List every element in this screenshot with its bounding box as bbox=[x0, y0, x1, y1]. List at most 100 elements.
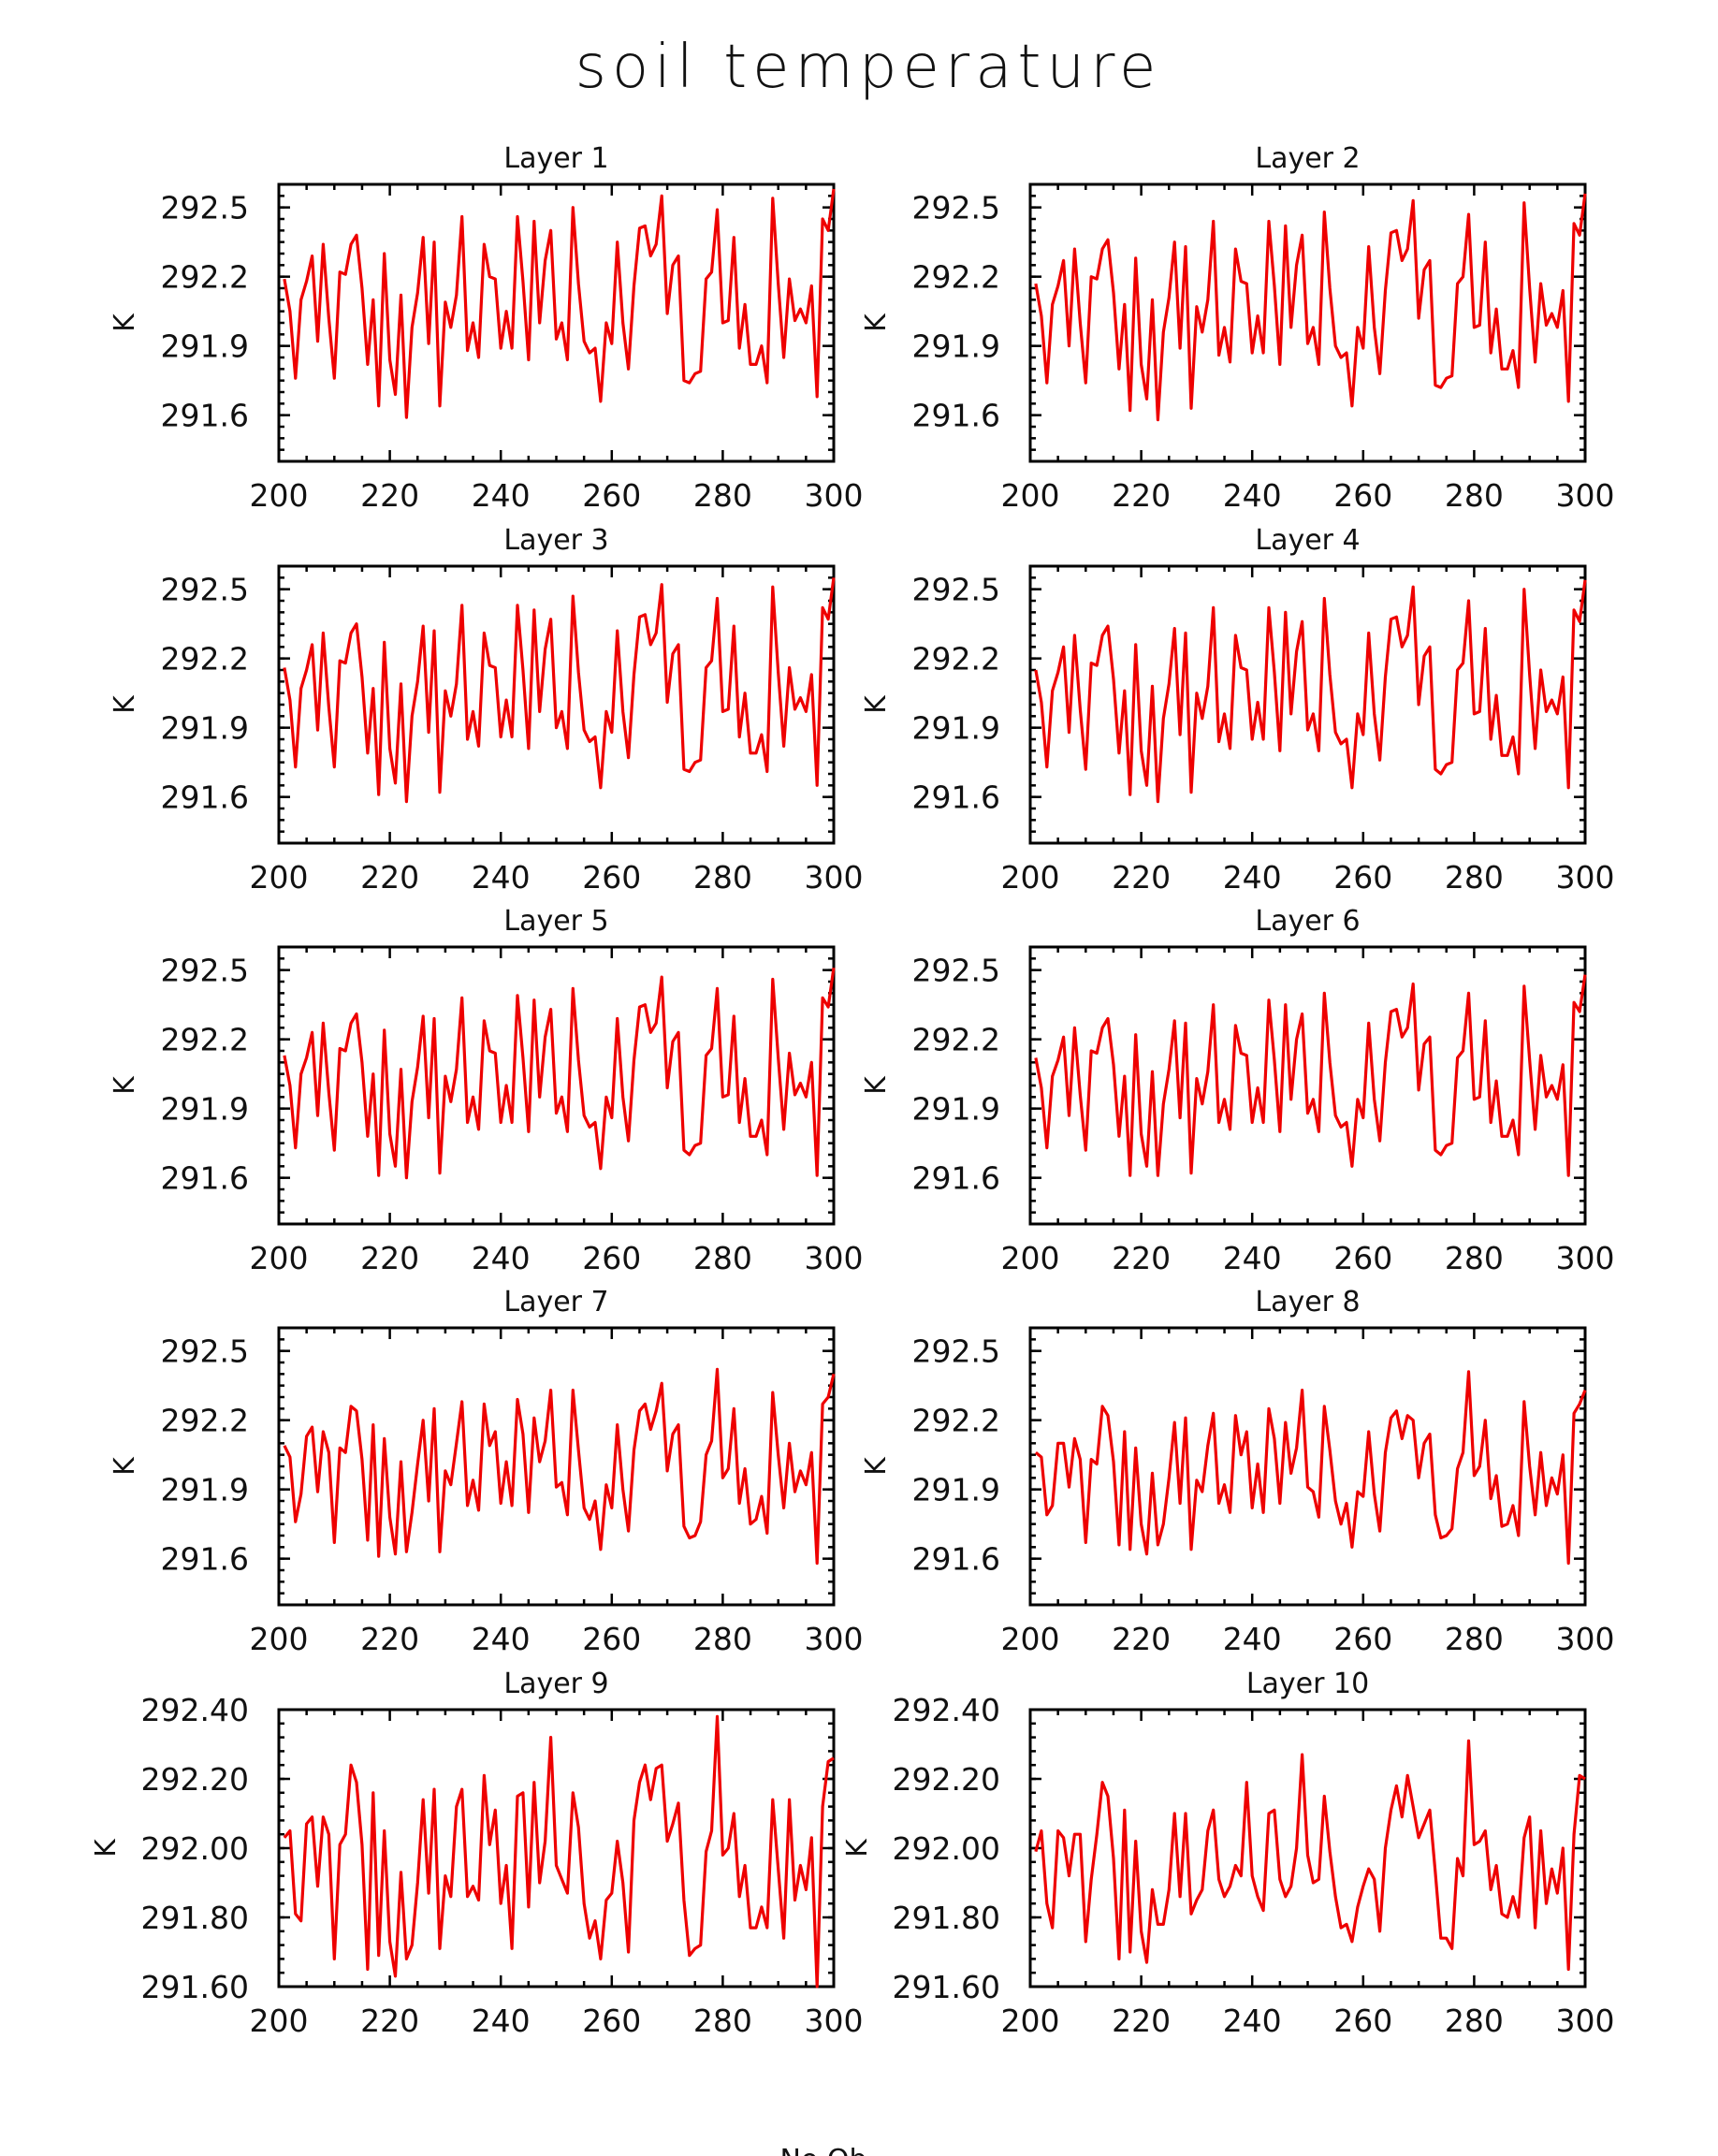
y-axis-label: K bbox=[109, 1075, 141, 1095]
y-tick-label: 291.9 bbox=[912, 1472, 1000, 1508]
x-tick-label: 280 bbox=[693, 2003, 752, 2039]
x-tick-label: 260 bbox=[1333, 1240, 1392, 1276]
series-line bbox=[283, 577, 836, 804]
y-axis-label: K bbox=[90, 1838, 123, 1857]
y-tick-label: 292.2 bbox=[161, 1403, 249, 1439]
x-tick-label: 220 bbox=[360, 859, 419, 896]
y-tick-label: 291.6 bbox=[161, 1541, 249, 1578]
x-tick-label: 280 bbox=[693, 477, 752, 514]
y-tick-label: 292.5 bbox=[912, 953, 1000, 989]
y-axis-label: K bbox=[860, 313, 893, 332]
y-tick-label: 292.00 bbox=[141, 1830, 249, 1867]
x-tick-label: 220 bbox=[360, 1621, 419, 1657]
panel-layer-1: Layer 1 200 220 240 260 280 300 291.6 291.9 292.2… bbox=[109, 142, 864, 514]
x-tick-label: 280 bbox=[1445, 859, 1504, 896]
x-tick-label: 260 bbox=[582, 859, 641, 896]
x-tick-label: 220 bbox=[360, 1240, 419, 1276]
y-tick-label: 292.5 bbox=[912, 572, 1000, 608]
x-tick-label: 300 bbox=[1556, 859, 1615, 896]
panel-layer-4: Layer 4 200 220 240 260 280 300 291.6 291.9 292.2… bbox=[860, 524, 1615, 896]
x-tick-label: 300 bbox=[1556, 2003, 1615, 2039]
panel-title: Layer 10 bbox=[1246, 1668, 1369, 1700]
x-tick-label: 240 bbox=[472, 859, 531, 896]
y-tick-label: 291.6 bbox=[912, 398, 1000, 434]
x-tick-label: 220 bbox=[1112, 859, 1171, 896]
y-tick-label: 291.9 bbox=[161, 328, 249, 365]
x-tick-label: 220 bbox=[1112, 1621, 1171, 1657]
x-tick-label: 200 bbox=[250, 477, 309, 514]
y-tick-label: 292.5 bbox=[161, 572, 249, 608]
y-tick-label: 291.80 bbox=[893, 1900, 1000, 1936]
x-tick-label: 240 bbox=[1223, 477, 1282, 514]
y-tick-label: 292.2 bbox=[912, 259, 1000, 296]
panel-title: Layer 3 bbox=[503, 524, 608, 557]
x-tick-label: 200 bbox=[250, 1240, 309, 1276]
x-tick-label: 280 bbox=[1445, 2003, 1504, 2039]
panel-title: Layer 7 bbox=[503, 1286, 608, 1318]
series-line bbox=[283, 967, 836, 1180]
x-tick-label: 240 bbox=[472, 2003, 531, 2039]
panel-title: Layer 1 bbox=[503, 142, 608, 175]
x-tick-label: 200 bbox=[250, 2003, 309, 2039]
y-tick-label: 292.40 bbox=[141, 1692, 249, 1728]
x-tick-label: 240 bbox=[1223, 2003, 1282, 2039]
x-tick-label: 240 bbox=[472, 1240, 531, 1276]
x-tick-label: 220 bbox=[1112, 1240, 1171, 1276]
x-tick-label: 260 bbox=[1333, 477, 1392, 514]
y-tick-label: 291.6 bbox=[912, 1541, 1000, 1578]
x-tick-label: 260 bbox=[1333, 2003, 1392, 2039]
footer-label: No Ob bbox=[780, 2144, 867, 2156]
panel-layer-7: Layer 7 200 220 240 260 280 300 291.6 291.9 292.2… bbox=[109, 1286, 864, 1657]
panel-title: Layer 2 bbox=[1255, 142, 1360, 175]
x-tick-label: 300 bbox=[805, 859, 864, 896]
panel-layer-2: Layer 2 200 220 240 260 280 300 291.6 291.9 292.2… bbox=[860, 142, 1615, 514]
y-tick-label: 292.5 bbox=[161, 190, 249, 226]
x-tick-label: 280 bbox=[693, 1621, 752, 1657]
panel-layer-5: Layer 5 200 220 240 260 280 300 291.6 291.9 292.2… bbox=[109, 905, 864, 1276]
y-tick-label: 291.6 bbox=[161, 779, 249, 816]
panel-title: Layer 6 bbox=[1255, 905, 1360, 938]
y-tick-label: 292.20 bbox=[893, 1761, 1000, 1798]
panel-title: Layer 8 bbox=[1255, 1286, 1360, 1318]
figure-title: soil temperature bbox=[575, 33, 1162, 102]
x-tick-label: 300 bbox=[805, 477, 864, 514]
y-axis-label: K bbox=[860, 1075, 893, 1095]
x-tick-label: 260 bbox=[1333, 859, 1392, 896]
y-tick-label: 292.5 bbox=[912, 190, 1000, 226]
y-tick-label: 291.9 bbox=[912, 710, 1000, 747]
y-tick-label: 292.2 bbox=[161, 641, 249, 677]
series-line bbox=[283, 1714, 835, 1988]
series-line bbox=[283, 1367, 836, 1566]
y-tick-label: 292.2 bbox=[912, 641, 1000, 677]
x-tick-label: 200 bbox=[1001, 1621, 1060, 1657]
panel-title: Layer 9 bbox=[503, 1668, 608, 1700]
panel-layer-9: Layer 9 200 220 240 260 280 300 291.60 291.80 292… bbox=[90, 1668, 864, 2039]
y-tick-label: 292.5 bbox=[161, 953, 249, 989]
x-tick-label: 300 bbox=[805, 2003, 864, 2039]
y-tick-label: 292.40 bbox=[893, 1692, 1000, 1728]
x-tick-label: 300 bbox=[1556, 1621, 1615, 1657]
series-line bbox=[1034, 193, 1587, 422]
y-tick-label: 292.2 bbox=[161, 1022, 249, 1058]
y-tick-label: 291.6 bbox=[912, 1160, 1000, 1197]
x-tick-label: 300 bbox=[1556, 1240, 1615, 1276]
x-tick-label: 240 bbox=[472, 1621, 531, 1657]
x-tick-label: 300 bbox=[805, 1621, 864, 1657]
x-tick-label: 200 bbox=[1001, 1240, 1060, 1276]
x-tick-label: 200 bbox=[250, 859, 309, 896]
panel-title: Layer 5 bbox=[503, 905, 608, 938]
x-tick-label: 220 bbox=[1112, 2003, 1171, 2039]
x-tick-label: 260 bbox=[582, 2003, 641, 2039]
x-tick-label: 200 bbox=[1001, 477, 1060, 514]
y-tick-label: 291.6 bbox=[161, 398, 249, 434]
y-tick-label: 291.9 bbox=[912, 1091, 1000, 1128]
panel-layer-10: Layer 10 200 220 240 260 280 300 291.60 291.80 29… bbox=[841, 1668, 1615, 2039]
x-tick-label: 200 bbox=[1001, 2003, 1060, 2039]
x-tick-label: 300 bbox=[805, 1240, 864, 1276]
x-tick-label: 280 bbox=[1445, 477, 1504, 514]
y-tick-label: 291.6 bbox=[912, 779, 1000, 816]
y-tick-label: 292.5 bbox=[161, 1333, 249, 1370]
y-tick-label: 291.60 bbox=[893, 1969, 1000, 2005]
